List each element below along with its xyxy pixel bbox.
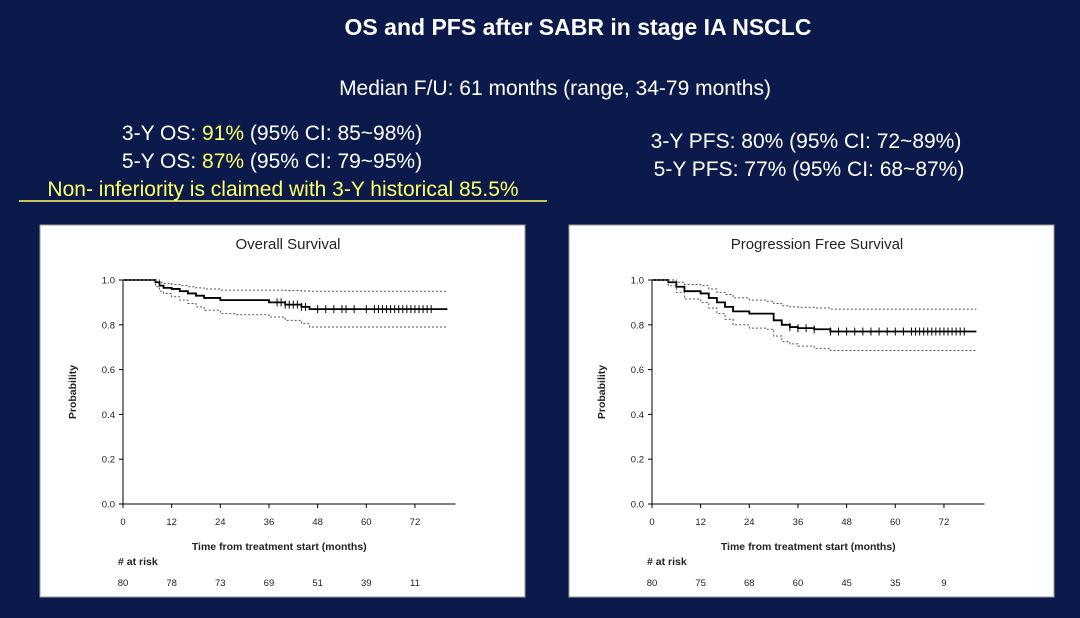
chart-panel <box>568 224 1055 598</box>
y-tick-label: 0.2 <box>102 455 115 466</box>
x-axis-label: Time from treatment start (months) <box>192 541 367 553</box>
chart-title: Progression Free Survival <box>731 236 904 253</box>
x-tick-label: 12 <box>695 517 706 528</box>
os-line: 3-Y OS: 91% (95% CI: 85~98%) <box>122 122 422 145</box>
chart-title: Overall Survival <box>235 236 340 253</box>
x-tick-label: 24 <box>215 517 226 528</box>
survival-curve <box>652 279 977 352</box>
y-tick-label: 0.6 <box>102 365 115 376</box>
at-risk-count: 11 <box>410 578 420 589</box>
y-tick-label: 1.0 <box>102 276 115 287</box>
y-tick-label: 0.2 <box>631 455 644 466</box>
x-tick-label: 0 <box>120 517 125 528</box>
survival-curve <box>123 279 448 292</box>
y-tick-label: 0.0 <box>102 500 115 511</box>
y-tick-label: 1.0 <box>631 276 644 287</box>
at-risk-count: 75 <box>695 578 706 589</box>
os-line: 5-Y OS: 87% (95% CI: 79~95%) <box>122 150 422 173</box>
at-risk-count: 68 <box>744 578 755 589</box>
x-tick-label: 0 <box>649 517 654 528</box>
at-risk-count: 69 <box>264 578 275 589</box>
chart-panel <box>39 224 526 598</box>
at-risk-count: 78 <box>166 578 177 589</box>
x-tick-label: 60 <box>361 517 372 528</box>
pfs-line: 5-Y PFS: 77% (95% CI: 68~87%) <box>654 158 965 181</box>
x-tick-label: 36 <box>264 517 275 528</box>
note: Non- inferiority is claimed with 3-Y his… <box>47 178 518 201</box>
survival-curve <box>652 279 977 310</box>
x-tick-label: 36 <box>793 517 804 528</box>
survival-curve <box>123 279 448 311</box>
y-axis-label: Probability <box>596 365 608 419</box>
x-tick-label: 24 <box>744 517 755 528</box>
at-risk-count: 80 <box>118 578 129 589</box>
y-tick-label: 0.8 <box>102 320 115 331</box>
y-axis-label: Probability <box>67 365 79 419</box>
at-risk-count: 51 <box>312 578 323 589</box>
y-tick-label: 0.0 <box>631 500 644 511</box>
pfs-line: 3-Y PFS: 80% (95% CI: 72~89%) <box>651 130 962 153</box>
y-tick-label: 0.8 <box>631 320 644 331</box>
x-tick-label: 60 <box>890 517 901 528</box>
y-tick-label: 0.4 <box>102 410 115 421</box>
at-risk-count: 9 <box>941 578 946 589</box>
at-risk-count: 80 <box>647 578 658 589</box>
x-axis-label: Time from treatment start (months) <box>721 541 896 553</box>
at-risk-count: 39 <box>361 578 372 589</box>
subtitle: Median F/U: 61 months (range, 34-79 mont… <box>339 77 771 100</box>
x-tick-label: 12 <box>166 517 177 528</box>
at-risk-count: 73 <box>215 578 226 589</box>
x-tick-label: 48 <box>841 517 852 528</box>
at-risk-label: # at risk <box>118 556 158 568</box>
at-risk-count: 35 <box>890 578 901 589</box>
at-risk-count: 45 <box>841 578 852 589</box>
at-risk-count: 60 <box>793 578 804 589</box>
x-tick-label: 72 <box>939 517 950 528</box>
y-tick-label: 0.4 <box>631 410 644 421</box>
survival-curve <box>123 279 448 328</box>
x-tick-label: 48 <box>312 517 323 528</box>
slide-title: OS and PFS after SABR in stage IA NSCLC <box>345 14 812 40</box>
y-tick-label: 0.6 <box>631 365 644 376</box>
at-risk-label: # at risk <box>647 556 687 568</box>
x-tick-label: 72 <box>410 517 421 528</box>
